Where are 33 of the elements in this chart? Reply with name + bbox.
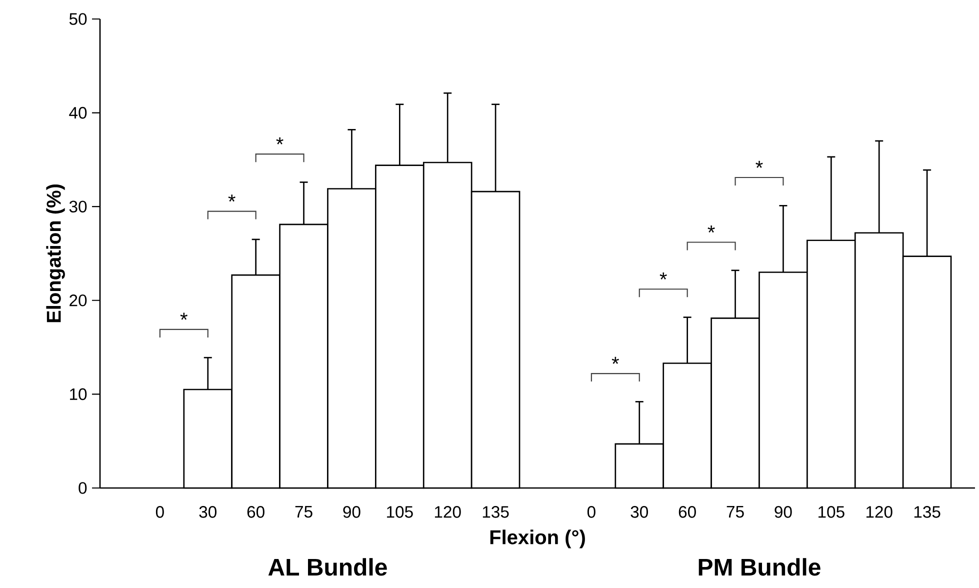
x-tick-label: 0 — [156, 506, 164, 518]
text: PM Bundle — [698, 558, 820, 576]
x-tick-label: 105 — [387, 506, 413, 518]
y-tick-label: 50 — [69, 13, 87, 25]
x-tick-label: 90 — [774, 506, 792, 518]
x-tick-label: 30 — [199, 506, 216, 518]
text: AL Bundle — [268, 558, 387, 576]
x-tick-label: 30 — [630, 506, 648, 518]
y-tick-label: 20 — [70, 294, 87, 306]
y-axis-title: Elongation (%) — [46, 184, 65, 322]
x-tick-label: 135 — [914, 506, 940, 518]
annotation: * — [756, 160, 763, 168]
annotation: * — [276, 137, 284, 144]
x-tick-label: 135 — [482, 506, 509, 518]
x-tick-label: 105 — [818, 506, 844, 518]
x-tick-label: 60 — [678, 506, 696, 518]
x-axis-title: Flexion (°) — [490, 530, 585, 548]
y-tick-label: 30 — [69, 200, 87, 212]
x-tick-label: 75 — [726, 506, 744, 518]
annotation: * — [708, 226, 715, 233]
x-tick-label: 0 — [587, 506, 596, 518]
x-tick-label: 120 — [866, 506, 892, 518]
annotation: * — [228, 194, 236, 202]
x-tick-label: 60 — [247, 506, 264, 518]
y-tick-label: 40 — [69, 106, 87, 119]
annotation: * — [612, 356, 619, 364]
x-tick-label: 75 — [295, 506, 312, 518]
y-tick-label: 0 — [78, 482, 87, 494]
annotation: * — [180, 312, 188, 320]
x-tick-label: 90 — [343, 506, 360, 518]
annotation: * — [660, 272, 667, 280]
x-tick-label: 120 — [434, 506, 461, 518]
y-tick-label: 10 — [70, 388, 87, 400]
